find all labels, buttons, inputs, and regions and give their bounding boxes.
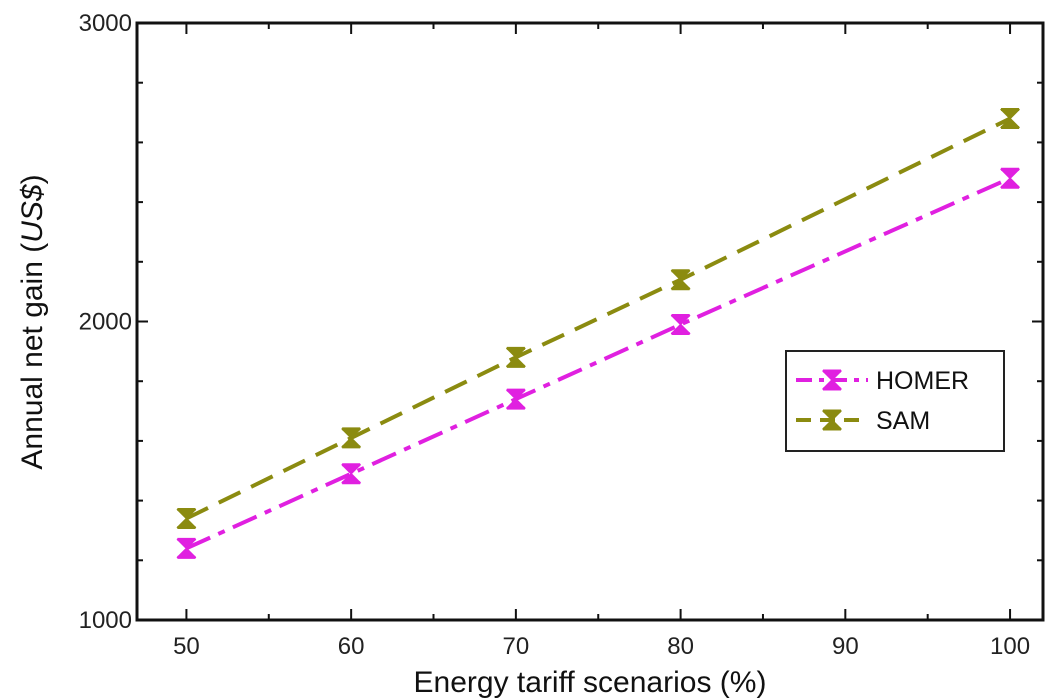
legend-box [785,350,1005,452]
legend-marker [822,369,842,391]
y-tick-label: 3000 [79,10,132,37]
plot-frame [135,21,1045,622]
x-tick-label: 60 [338,633,365,660]
legend-label: SAM [876,407,930,435]
y-axis-title-suffix: ) [16,174,49,184]
legend-marker [822,409,842,431]
y-axis-title: Annual net gain (US$) [16,174,49,469]
legend: HOMER SAM [785,350,1005,452]
data-point [176,508,197,530]
legend-entry-homer: HOMER [796,367,969,395]
data-point [1000,108,1020,130]
series-sam [176,108,1020,530]
x-tick-label: 50 [173,633,200,660]
data-point [670,313,691,335]
y-tick-label: 2000 [79,309,132,336]
x-tick-label: 90 [832,633,859,660]
y-axis-title-prefix: Annual net gain ( [16,243,49,470]
series-layer [176,108,1020,559]
legend-entry-sam: SAM [796,407,930,435]
data-point [176,537,197,559]
data-point [341,427,361,449]
data-point [670,269,691,291]
series-homer [176,167,1020,559]
y-tick-label: 1000 [79,607,132,634]
x-tick-label: 80 [667,633,694,660]
data-point [1000,167,1020,189]
x-tick-label: 70 [503,633,530,660]
data-point [506,346,526,368]
data-point [506,388,526,410]
legend-entries: HOMER SAM [796,367,969,435]
labels-layer: 50 60 70 80 90 100 1000 2000 3000 [79,10,1030,660]
x-tick-label: 100 [990,633,1030,660]
legend-label: HOMER [876,367,969,395]
y-axis-title-unit: US$ [16,183,49,243]
data-point [341,463,361,485]
x-axis-title: Energy tariff scenarios (%) [414,666,767,699]
series-line [185,116,1011,521]
